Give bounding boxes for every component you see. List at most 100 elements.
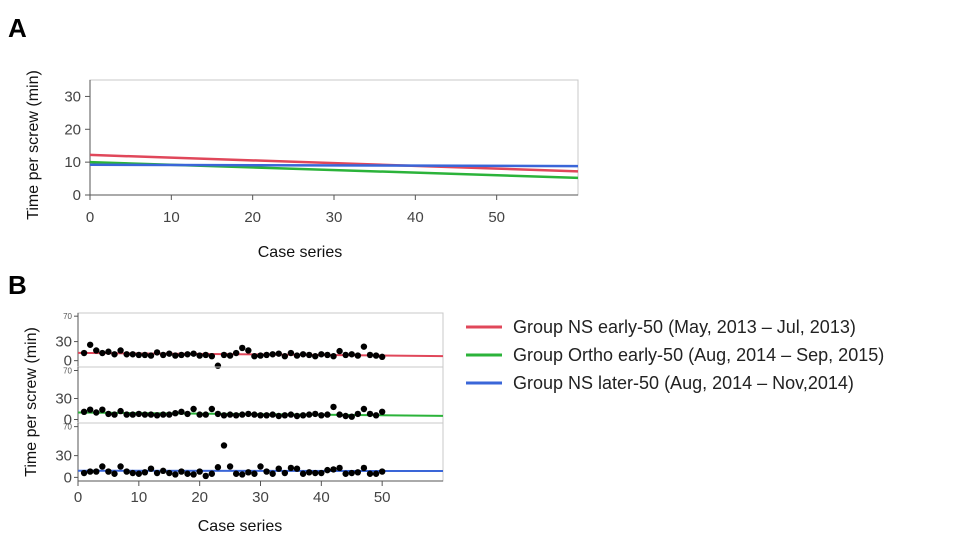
panel-a-chart: 0 10 20 30 0 10 20 30 40 50 Case series Time per …	[25, 70, 579, 261]
panel-b-data-point	[318, 469, 325, 477]
panel-b-data-point	[99, 406, 106, 413]
panel-b-data-point	[190, 405, 197, 413]
panel-b-data-point	[214, 410, 222, 418]
panel-b-data-point	[342, 470, 349, 477]
panel-b-data-point	[263, 468, 270, 475]
panel-a-series	[89, 153, 579, 180]
legend-item-2: Group Ortho early-50 (Aug, 2014 – Sep, 2…	[466, 345, 884, 365]
panel-b-data-point	[324, 351, 331, 359]
panel-b-y-axis-title: Time per screw (min)	[23, 327, 40, 477]
panel-b-data-point	[147, 352, 155, 359]
panel-b-data-point	[251, 353, 258, 360]
panel-b-data-point	[287, 411, 295, 418]
legend-item-1: Group NS early-50 (May, 2013 – Jul, 2013…	[466, 317, 856, 337]
panel-b-data-point	[202, 411, 209, 418]
panel-b-data-point	[226, 411, 234, 418]
panel-b-data-point	[336, 464, 343, 472]
panel-b-data-point	[342, 412, 349, 420]
panel-b-data-point	[159, 351, 167, 359]
panel-b-data-point	[196, 411, 203, 418]
panel-a-ticks: 0 10 20 30 0 10 20 30 40 50	[64, 88, 505, 226]
panel-b-data-point	[226, 463, 234, 470]
panel-b-data-point	[366, 351, 374, 359]
panel-b-data-point	[378, 468, 386, 475]
panel-b-x-tick-label: 40	[313, 489, 330, 506]
panel-a-x-tick-label: 10	[163, 209, 180, 226]
panel-b-data-point	[123, 351, 130, 358]
panel-b-data-point	[287, 464, 295, 472]
panel-b-data-point	[172, 352, 179, 359]
panel-b-data-point	[166, 469, 173, 477]
panel-b-data-point	[275, 465, 282, 472]
panel-b-data-point	[214, 464, 222, 471]
panel-b-data-point	[293, 412, 301, 420]
panel-b-data-point	[257, 463, 264, 470]
panel-b-data-point	[245, 347, 252, 354]
panel-b-data-point	[360, 405, 368, 413]
panel-b-y-tick-label: 30	[55, 391, 72, 408]
panel-b-data-point	[190, 471, 197, 478]
panel-b-data-point	[214, 362, 222, 369]
panel-b-subplot-2: 0 30 70	[55, 366, 444, 429]
panel-a-y-tick-label: 0	[73, 187, 81, 204]
panel-b-data-point	[245, 410, 252, 418]
panel-b-x-ticks: 0 10 20 30 40 50	[74, 480, 443, 506]
panel-b-data-point	[348, 413, 355, 420]
panel-b-data-point	[342, 351, 349, 359]
panel-b-data-point	[135, 351, 143, 359]
panel-b-data-point	[135, 410, 143, 418]
panel-b-x-tick-label: 0	[74, 489, 82, 506]
panel-a-x-tick-label: 40	[407, 209, 424, 226]
panel-b-letter: B	[8, 270, 27, 300]
panel-a-y-tick-label: 30	[64, 88, 81, 105]
panel-a-y-axis-title: Time per screw (min)	[25, 70, 42, 220]
panel-b-data-point	[330, 353, 337, 360]
panel-b-x-axis-title: Case series	[198, 518, 282, 535]
panel-b-data-point	[348, 469, 355, 477]
panel-b-data-point	[166, 350, 173, 357]
panel-b-data-point	[117, 463, 124, 470]
panel-b-data-point	[378, 408, 386, 415]
panel-b-data-point	[257, 352, 264, 359]
panel-b-data-point	[178, 408, 185, 415]
panel-b-data-point	[196, 352, 203, 359]
panel-a-plot-frame	[89, 79, 579, 196]
panel-b-data-point	[153, 349, 161, 356]
panel-b-data-point	[153, 469, 161, 477]
panel-b-data-point	[141, 351, 149, 359]
panel-b-data-point	[366, 410, 374, 418]
panel-b-data-point	[123, 468, 130, 475]
panel-b-data-point	[312, 410, 319, 418]
panel-b-data-point	[141, 469, 149, 476]
panel-b-data-point	[372, 470, 380, 477]
legend-label: Group Ortho early-50 (Aug, 2014 – Sep, 2…	[513, 345, 884, 365]
legend-label: Group NS early-50 (May, 2013 – Jul, 2013…	[513, 317, 856, 337]
panel-b-y-tick-label: 0	[64, 412, 72, 429]
panel-b-data-point	[184, 470, 191, 477]
panel-b-data-point	[275, 412, 282, 420]
panel-a-letter: A	[8, 13, 27, 43]
panel-b-data-point	[220, 412, 228, 419]
panel-b-data-point	[220, 351, 228, 359]
panel-b-data-point	[93, 468, 100, 475]
panel-b-data-point	[226, 352, 234, 359]
panel-b-data-point	[196, 468, 203, 475]
panel-b-data-point	[257, 412, 264, 419]
panel-b-data-point	[251, 470, 258, 477]
panel-b-data-point	[305, 411, 313, 418]
panel-b-data-point	[299, 351, 307, 358]
panel-b-data-point	[232, 412, 240, 419]
panel-b-data-point	[232, 349, 240, 357]
panel-b-x-tick-label: 30	[252, 489, 269, 506]
panel-b-subplot-frame	[77, 312, 444, 368]
panel-a-y-tick-label: 20	[64, 121, 81, 138]
panel-b-data-point	[135, 470, 143, 477]
panel-b-data-point	[324, 466, 331, 474]
panel-b-data-point	[318, 412, 325, 419]
panel-b-data-point	[117, 347, 124, 354]
panel-b-data-point	[80, 349, 88, 357]
panel-a-x-axis-title: Case series	[258, 244, 342, 261]
panel-b-data-point	[269, 470, 276, 477]
legend-item-3: Group NS later-50 (Aug, 2014 – Nov,2014)	[466, 373, 854, 393]
